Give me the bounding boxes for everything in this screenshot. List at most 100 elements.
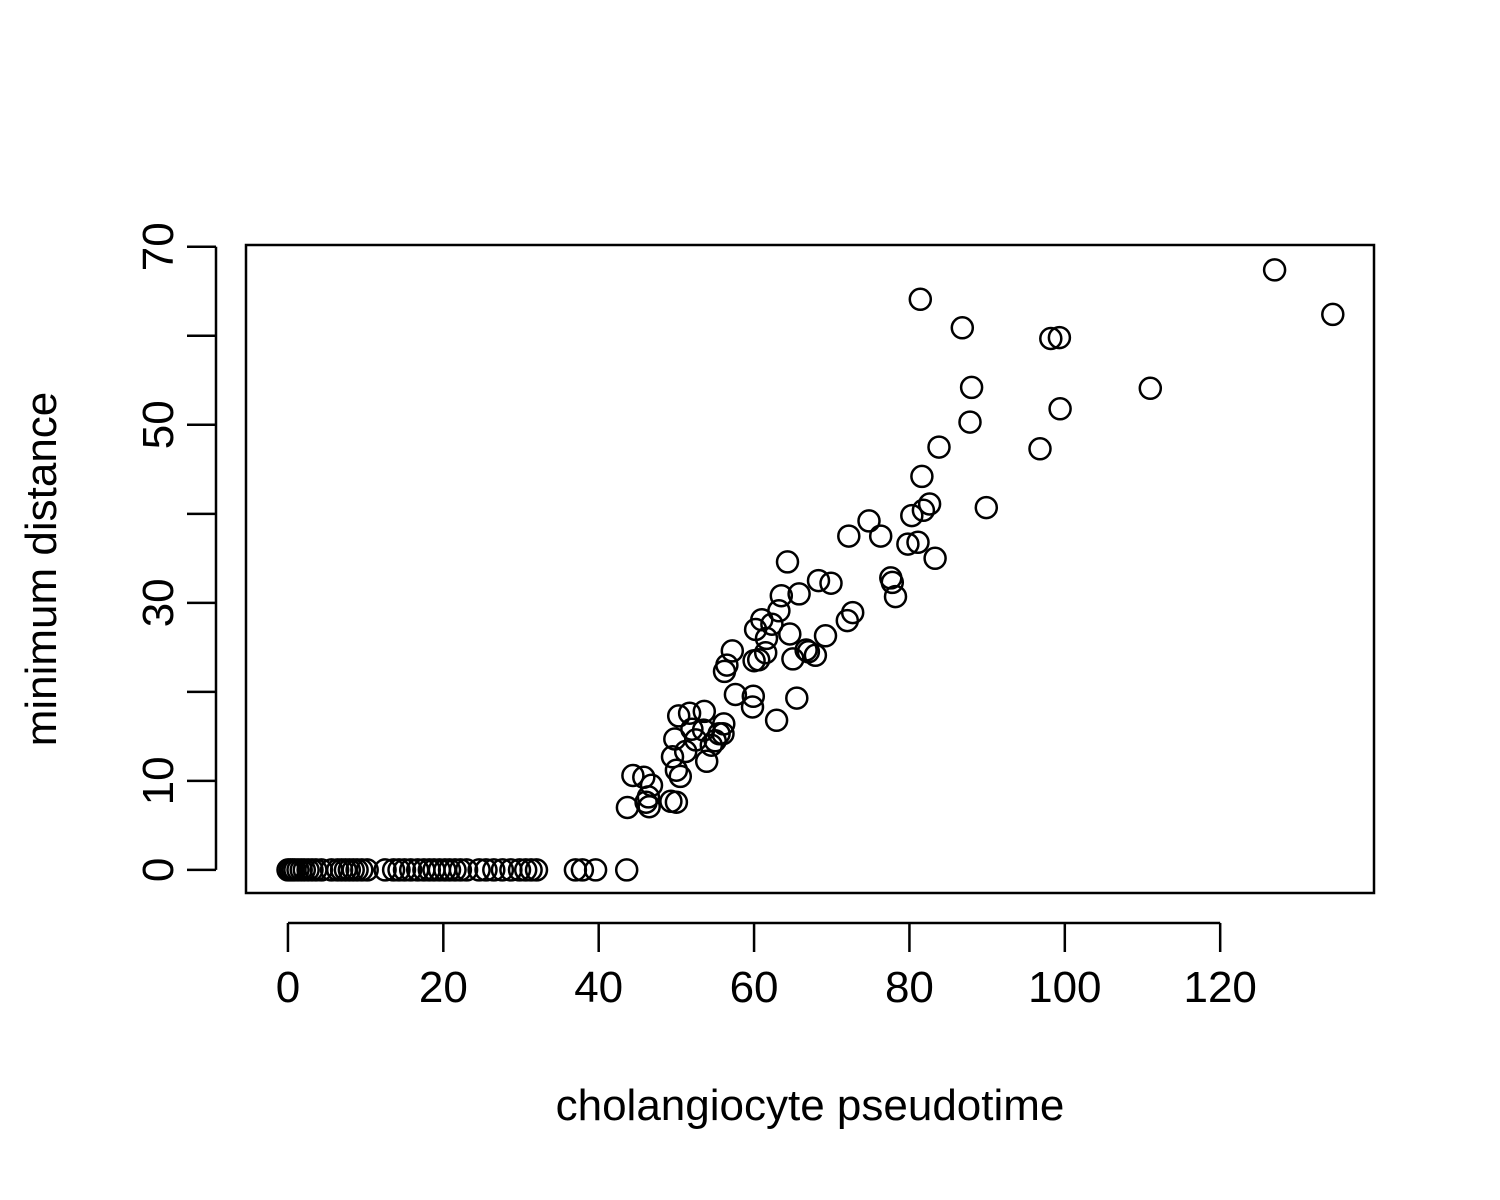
y-axis-label: minimum distance xyxy=(17,392,66,747)
x-tick-label: 40 xyxy=(574,963,623,1012)
data-point xyxy=(911,498,936,523)
data-point xyxy=(974,495,999,520)
data-point xyxy=(908,287,933,312)
data-point xyxy=(1039,326,1063,351)
data-point xyxy=(720,639,745,663)
data-point xyxy=(666,704,691,728)
data-point xyxy=(668,764,693,789)
data-point xyxy=(923,546,947,571)
data-point xyxy=(524,858,549,882)
data-point xyxy=(803,643,828,668)
data-point xyxy=(813,624,838,648)
data-point xyxy=(583,858,608,882)
data-point xyxy=(868,524,893,548)
x-tick-label: 80 xyxy=(885,963,934,1012)
data-point xyxy=(373,858,397,882)
data-point xyxy=(694,749,719,774)
data-point xyxy=(712,712,736,736)
data-point xyxy=(900,503,924,528)
data-point xyxy=(570,858,595,882)
data-point xyxy=(443,858,467,882)
data-point xyxy=(664,758,689,782)
data-point xyxy=(519,858,543,882)
data-point xyxy=(819,571,843,595)
y-tick-label: 10 xyxy=(134,756,183,805)
y-tick-label: 30 xyxy=(134,578,183,627)
data-point xyxy=(723,682,748,707)
data-point xyxy=(621,763,645,788)
data-point xyxy=(507,858,532,882)
data-point xyxy=(746,648,771,672)
data-point xyxy=(760,612,784,636)
data-point xyxy=(398,858,423,882)
data-point xyxy=(711,721,735,746)
data-point xyxy=(467,858,491,882)
data-point xyxy=(880,570,905,595)
data-point xyxy=(1028,437,1052,461)
data-point xyxy=(392,858,417,882)
data-point xyxy=(906,530,930,555)
data-point xyxy=(660,745,685,769)
data-point xyxy=(778,622,802,646)
data-point xyxy=(753,640,778,665)
data-point xyxy=(1321,302,1345,327)
data-point xyxy=(958,410,982,434)
plot-frame xyxy=(244,243,1376,895)
data-point xyxy=(448,858,473,882)
data-point xyxy=(837,524,861,548)
data-point xyxy=(767,599,791,623)
x-axis: 0 20 40 60 80 100 120 xyxy=(276,921,1257,1012)
data-point xyxy=(775,550,800,574)
data-point xyxy=(350,858,374,882)
data-point xyxy=(927,435,951,459)
x-axis-label: cholangiocyte pseudotime xyxy=(556,1081,1065,1130)
y-axis: 0 10 30 50 70 xyxy=(134,222,218,882)
data-point xyxy=(692,699,717,724)
data-point xyxy=(614,858,639,882)
data-point xyxy=(513,858,538,882)
data-point xyxy=(785,686,809,710)
data-point xyxy=(677,701,702,725)
data-point xyxy=(715,653,739,677)
data-point xyxy=(474,858,498,882)
data-point xyxy=(680,717,704,741)
data-point xyxy=(355,858,379,882)
data-point xyxy=(741,684,766,709)
x-tick-label: 120 xyxy=(1183,963,1256,1012)
data-point xyxy=(959,375,984,400)
x-tick-label: 0 xyxy=(276,963,300,1012)
data-point xyxy=(1138,376,1163,401)
y-tick-label: 0 xyxy=(134,858,183,882)
data-point xyxy=(896,532,920,556)
data-point xyxy=(664,790,689,814)
data-point xyxy=(840,600,865,625)
data-point xyxy=(1047,325,1072,350)
x-tick-label: 20 xyxy=(419,963,468,1012)
data-point xyxy=(787,582,811,606)
data-point xyxy=(740,695,765,719)
data-point xyxy=(769,583,794,608)
data-point xyxy=(437,858,462,882)
y-tick-label: 50 xyxy=(134,400,183,449)
data-point xyxy=(1048,397,1072,421)
data-point xyxy=(636,785,661,809)
data-point xyxy=(917,492,942,516)
data-point xyxy=(910,464,934,489)
data-point xyxy=(806,568,831,593)
data-points xyxy=(276,258,1345,882)
data-point xyxy=(482,858,506,882)
data-point xyxy=(381,858,406,882)
x-tick-label: 100 xyxy=(1028,963,1101,1012)
data-point xyxy=(637,794,661,819)
data-point xyxy=(754,626,779,651)
data-point xyxy=(387,858,411,882)
x-tick-label: 60 xyxy=(730,963,779,1012)
data-point xyxy=(764,708,789,733)
data-point xyxy=(857,509,881,533)
data-point xyxy=(1262,258,1287,282)
data-point xyxy=(490,858,515,882)
data-point xyxy=(950,316,975,340)
data-point xyxy=(883,584,908,609)
data-point xyxy=(454,858,479,882)
